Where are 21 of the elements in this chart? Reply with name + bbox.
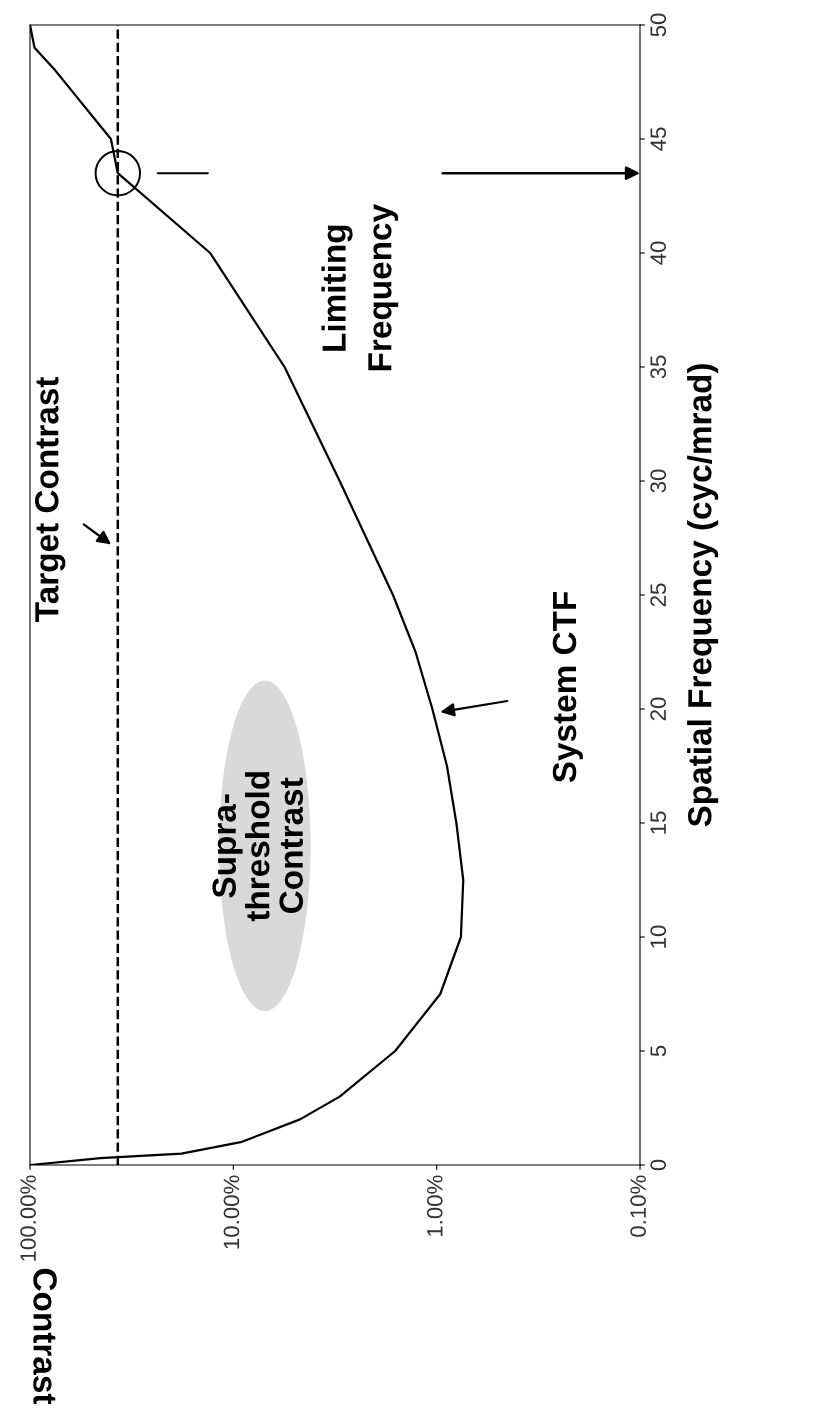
y-tick-label: 0 <box>650 1159 667 1171</box>
y-axis-title: Spatial Frequency (cyc/mrad) <box>687 364 719 827</box>
annotation: Supra- threshold Contrast <box>212 772 304 922</box>
x-tick-label: 1.00% <box>426 1175 443 1237</box>
y-tick-label: 20 <box>650 697 667 721</box>
y-tick-label: 40 <box>650 241 667 265</box>
annotation: Limiting Frequency <box>321 204 399 371</box>
y-tick-label: 5 <box>650 1045 667 1057</box>
y-tick-label: 35 <box>650 355 667 379</box>
y-tick-label: 15 <box>650 811 667 834</box>
y-tick-label: 45 <box>650 127 667 151</box>
x-tick-label: 10.00% <box>223 1175 240 1249</box>
x-tick-label: 0.10% <box>630 1175 646 1237</box>
annotation: System CTF <box>552 591 583 783</box>
y-tick-label: 50 <box>650 13 667 37</box>
y-tick-label: 30 <box>650 469 667 493</box>
text: Contrast <box>33 1268 57 1405</box>
x-tick-label: 100.00% <box>20 1175 36 1261</box>
y-tick-label: 10 <box>650 925 667 948</box>
y-tick-label: 25 <box>650 583 667 607</box>
annotation: Target Contrast <box>35 376 66 622</box>
